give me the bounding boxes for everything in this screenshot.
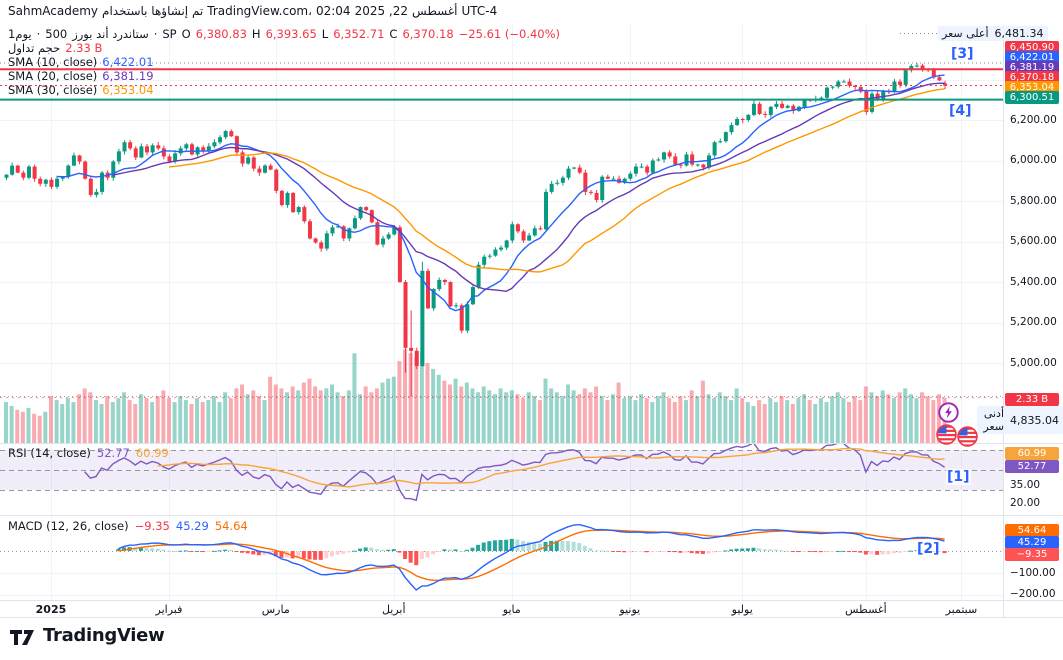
time-axis-label[interactable]: 2025 xyxy=(35,603,67,616)
ohlc-key: L xyxy=(321,27,329,41)
axis-label: 5,400.00 xyxy=(1010,276,1057,288)
price-badge: 6,300.51 xyxy=(1005,90,1059,104)
axis-label: −200.00 xyxy=(1010,588,1056,600)
ohlc-value: 6,370.18 xyxy=(402,27,454,41)
symbol-segment: 500 xyxy=(45,27,68,41)
axis-label: 5,600.00 xyxy=(1010,235,1057,247)
price-badge: 45.29 xyxy=(1005,535,1059,549)
price-badge: 6,422.01 xyxy=(1005,50,1059,64)
ohlc-value: 6,393.65 xyxy=(265,27,317,41)
indicator-value: 52.77 xyxy=(96,446,130,460)
drawing-annotation[interactable]: [4] xyxy=(948,103,973,119)
high-price-label: أعلى سعر 6,481.34 xyxy=(938,26,1048,41)
axis-label: 5,800.00 xyxy=(1010,195,1057,207)
symbol-segment: ستاندرد أند بورز xyxy=(72,27,149,41)
header-attribution: SahmAcademy تم إنشاؤها باستخدام TradingVie… xyxy=(8,4,497,18)
sma-label: SMA (20, close) xyxy=(8,69,98,83)
header-segment: تم إنشاؤها باستخدام xyxy=(102,4,204,18)
header-segment: SahmAcademy xyxy=(8,4,99,18)
legend[interactable]: 1يوم · 500 ستاندرد أند بورز · SP O 6,380.83 H 6,3… xyxy=(8,27,560,97)
macd-legend[interactable]: MACD (12, 26, close) −9.35 45.29 54.64 xyxy=(8,519,248,533)
time-axis-label[interactable]: مارس xyxy=(261,603,290,616)
lightning-event-icon[interactable] xyxy=(938,402,959,427)
drawing-annotation[interactable]: [2] xyxy=(916,541,941,557)
indicator-label: MACD (12, 26, close) xyxy=(8,519,129,533)
us-flag-icon[interactable] xyxy=(936,424,957,449)
symbol-segment: SP xyxy=(162,27,177,41)
ohlc-value: 6,380.83 xyxy=(195,27,247,41)
price-badge: 6,381.19 xyxy=(1005,60,1059,74)
ohlc-key: H xyxy=(251,27,261,41)
time-axis-label[interactable]: يونيو xyxy=(619,603,641,616)
time-axis-label[interactable]: أغسطس xyxy=(845,603,887,616)
axis-label: −100.00 xyxy=(1010,567,1056,579)
price-badge: 2.33 B xyxy=(1005,392,1059,406)
time-axis-label[interactable]: أبريل xyxy=(381,603,406,616)
drawing-annotation[interactable]: [3] xyxy=(950,46,975,62)
legend-row[interactable]: 1يوم · 500 ستاندرد أند بورز · SP O 6,380.83 H 6,3… xyxy=(8,27,560,41)
ohlc-value: 6,352.71 xyxy=(333,27,385,41)
indicator-value: 60.99 xyxy=(135,446,169,460)
tradingview-logo: TradingView xyxy=(10,625,165,646)
ohlc-key: O xyxy=(181,27,191,41)
header-segment: 02:04 xyxy=(315,4,351,18)
indicator-value: 45.29 xyxy=(175,519,209,533)
symbol-segment: · xyxy=(36,27,41,41)
price-badge: 6,450.90 xyxy=(1005,40,1059,54)
us-flag-icon[interactable] xyxy=(957,426,978,451)
legend-row[interactable]: SMA (10, close) 6,422.01 xyxy=(8,55,560,69)
high-price-label-text: أعلى سعر xyxy=(942,27,989,40)
legend-row[interactable]: حجم تداول 2.33 B xyxy=(8,41,560,55)
price-badge: 6,370.18 xyxy=(1005,70,1059,84)
low-price-label: أدنى سعر 4,835.04 xyxy=(977,406,1063,434)
header-segment: 2025 ,22 xyxy=(354,4,409,18)
header-segment: TradingView.com، xyxy=(207,4,312,18)
legend-row[interactable]: SMA (20, close) 6,381.19 xyxy=(8,69,560,83)
rsi-legend[interactable]: RSI (14, close) 52.77 60.99 xyxy=(8,446,169,460)
sma-value: 6,381.19 xyxy=(102,69,154,83)
low-price-label-value: 4,835.04 xyxy=(1010,413,1059,427)
change-value: −25.61 (−0.40%) xyxy=(458,27,561,41)
tradingview-logo-text: TradingView xyxy=(43,625,165,646)
sma-label: SMA (10, close) xyxy=(8,55,98,69)
axis-label: 20.00 xyxy=(1010,497,1041,509)
axis-label: 5,000.00 xyxy=(1010,357,1057,369)
time-axis-label[interactable]: مايو xyxy=(502,603,521,616)
axis-label: 35.00 xyxy=(1010,479,1041,491)
sma-label: SMA (30, close) xyxy=(8,83,98,97)
header-segment: أغسطس xyxy=(412,4,458,18)
price-badge: 54.64 xyxy=(1005,523,1059,537)
axis-label: 6,000.00 xyxy=(1010,154,1057,166)
symbol-segment: 1يوم xyxy=(8,27,32,41)
legend-row[interactable]: SMA (30, close) 6,353.04 xyxy=(8,83,560,97)
time-axis-label[interactable]: سبتمبر xyxy=(945,603,978,616)
time-axis-label[interactable]: فبراير xyxy=(155,603,183,616)
symbol-segment: · xyxy=(153,27,158,41)
high-price-label-value: 6,481.34 xyxy=(994,27,1044,40)
price-badge: 6,353.04 xyxy=(1005,80,1059,94)
low-price-label-text: أدنى سعر xyxy=(983,407,1005,433)
volume-value: 2.33 B xyxy=(65,41,103,55)
tradingview-glyph-icon xyxy=(10,629,34,645)
indicator-label: RSI (14, close) xyxy=(8,446,91,460)
drawing-annotation[interactable]: [1] xyxy=(946,469,971,485)
price-badge: −9.35 xyxy=(1005,547,1059,561)
header-segment: UTC-4 xyxy=(461,4,498,18)
price-badge: 52.77 xyxy=(1005,459,1059,473)
sma-value: 6,422.01 xyxy=(102,55,154,69)
ohlc-key: C xyxy=(389,27,398,41)
sma-value: 6,353.04 xyxy=(102,83,154,97)
indicator-value: −9.35 xyxy=(134,519,170,533)
price-badge: 60.99 xyxy=(1005,446,1059,460)
axis-label: 5,200.00 xyxy=(1010,316,1057,328)
time-axis-label[interactable]: يوليو xyxy=(731,603,753,616)
volume-label: حجم تداول xyxy=(8,41,61,55)
indicator-value: 54.64 xyxy=(214,519,248,533)
axis-label: 6,200.00 xyxy=(1010,114,1057,126)
